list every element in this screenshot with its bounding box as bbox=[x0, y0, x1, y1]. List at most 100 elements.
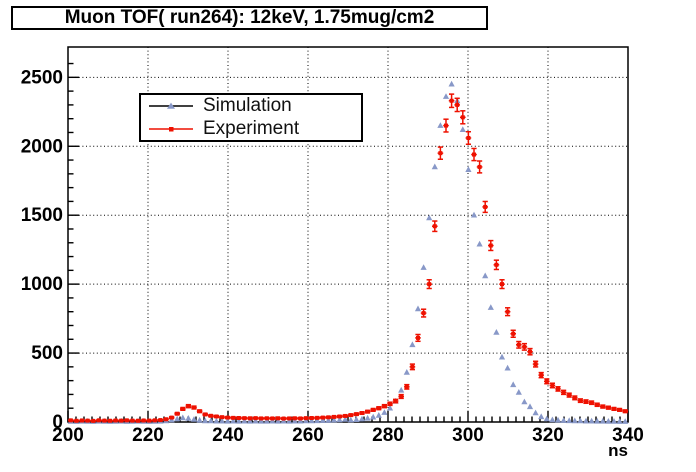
simulation-point bbox=[538, 413, 545, 420]
simulation-point bbox=[246, 417, 254, 424]
simulation-point bbox=[258, 417, 265, 424]
experiment-point bbox=[605, 405, 612, 410]
simulation-point bbox=[291, 417, 298, 424]
experiment-point bbox=[521, 342, 528, 351]
experiment-point bbox=[549, 382, 556, 389]
simulation-point bbox=[241, 417, 248, 424]
experiment-point bbox=[465, 130, 472, 146]
simulation-point bbox=[358, 415, 366, 422]
experiment-point bbox=[90, 418, 96, 423]
experiment-point bbox=[280, 416, 287, 421]
simulation-point bbox=[470, 211, 478, 218]
experiment-point bbox=[404, 383, 410, 390]
plot-title-box: Muon TOF( run264): 12keV, 1.75mug/cm2 bbox=[11, 6, 488, 30]
simulation-point bbox=[409, 341, 416, 348]
experiment-point bbox=[146, 418, 152, 423]
experiment-point bbox=[68, 418, 74, 423]
experiment-point bbox=[219, 415, 225, 420]
experiment-point bbox=[353, 412, 360, 417]
plot-title: Muon TOF( run264): 12keV, 1.75mug/cm2 bbox=[64, 7, 435, 28]
experiment-point bbox=[432, 220, 438, 233]
simulation-point bbox=[448, 80, 455, 87]
experiment-point bbox=[600, 404, 606, 409]
simulation-point bbox=[403, 369, 410, 375]
simulation-point bbox=[252, 417, 259, 424]
y-tick-label: 1000 bbox=[21, 274, 63, 295]
y-tick-label: 2000 bbox=[21, 136, 63, 157]
simulation-point bbox=[230, 417, 237, 424]
experiment-point bbox=[152, 418, 158, 423]
simulation-point bbox=[420, 264, 427, 270]
experiment-point bbox=[84, 418, 91, 423]
y-tick-label: 500 bbox=[31, 343, 63, 364]
simulation-point bbox=[610, 418, 618, 424]
x-tick-label: 340 bbox=[612, 425, 644, 446]
simulation-point bbox=[431, 163, 438, 170]
legend-label-simulation: Simulation bbox=[203, 95, 292, 117]
experiment-point bbox=[320, 415, 326, 420]
experiment-point bbox=[359, 411, 365, 416]
experiment-point bbox=[269, 416, 276, 421]
simulation-point bbox=[207, 417, 214, 424]
experiment-point bbox=[112, 418, 119, 423]
simulation-point bbox=[482, 272, 489, 279]
simulation-point bbox=[174, 415, 181, 422]
simulation-point bbox=[549, 416, 556, 423]
experiment-point bbox=[488, 239, 494, 252]
axis-tick-labels: 200 220 240 260 280 300 320 340 0 500 1000 1500 2000… bbox=[21, 67, 644, 446]
legend-label-experiment: Experiment bbox=[203, 117, 300, 139]
simulation-point bbox=[218, 417, 226, 424]
experiment-point bbox=[213, 414, 220, 419]
experiment-point bbox=[348, 413, 354, 418]
simulation-point bbox=[504, 364, 511, 371]
experiment-point bbox=[387, 401, 393, 407]
experiment-point bbox=[448, 93, 455, 109]
experiment-point bbox=[409, 363, 416, 371]
experiment-point bbox=[247, 416, 253, 421]
experiment-point bbox=[392, 398, 399, 404]
experiment-point bbox=[168, 415, 175, 420]
simulation-point bbox=[398, 386, 405, 393]
experiment-point bbox=[510, 329, 516, 339]
experiment-point bbox=[516, 340, 522, 349]
experiment-point bbox=[555, 386, 561, 392]
simulation-point bbox=[375, 412, 382, 418]
experiment-point bbox=[163, 417, 169, 422]
simulation-point bbox=[515, 389, 522, 395]
experiment-point bbox=[415, 333, 421, 343]
simulation-point bbox=[364, 414, 371, 421]
experiment-point bbox=[560, 389, 567, 396]
simulation-point bbox=[336, 416, 343, 423]
experiment-point bbox=[482, 200, 488, 214]
experiment-point bbox=[454, 97, 460, 113]
experiment-point bbox=[185, 403, 192, 409]
simulation-point bbox=[616, 418, 623, 424]
simulation-point bbox=[459, 126, 466, 132]
simulation-point bbox=[442, 93, 450, 99]
simulation-point bbox=[465, 166, 472, 172]
simulation-point bbox=[297, 417, 304, 424]
experiment-point bbox=[443, 118, 449, 133]
simulation-point bbox=[202, 417, 209, 424]
experiment-point bbox=[135, 418, 141, 423]
experiment-point bbox=[241, 416, 248, 421]
x-tick-label: 200 bbox=[52, 425, 84, 446]
simulation-line-marker-icon bbox=[149, 102, 193, 110]
simulation-point bbox=[605, 418, 612, 424]
legend-box: Simulation Experiment bbox=[139, 93, 363, 142]
simulation-point bbox=[560, 417, 567, 423]
simulation-point bbox=[426, 214, 433, 221]
experiment-point bbox=[572, 395, 578, 401]
simulation-point bbox=[526, 403, 534, 410]
experiment-point bbox=[622, 409, 628, 414]
experiment-point bbox=[174, 411, 180, 416]
experiment-point bbox=[129, 418, 136, 423]
y-tick-label: 1500 bbox=[21, 205, 63, 226]
simulation-point bbox=[521, 398, 528, 405]
simulation-point bbox=[325, 417, 332, 423]
experiment-point bbox=[426, 279, 432, 290]
simulation-point bbox=[274, 417, 282, 424]
experiment-point bbox=[303, 416, 309, 421]
experiment-point bbox=[504, 307, 511, 317]
